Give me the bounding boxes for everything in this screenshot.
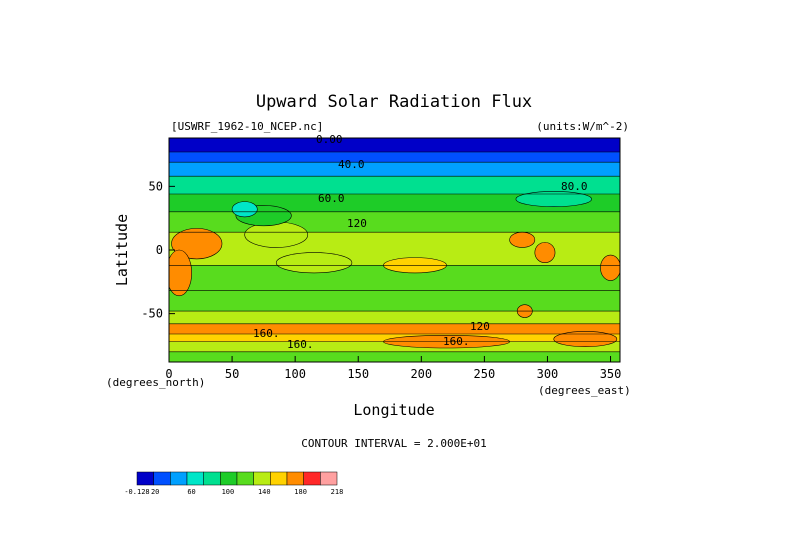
contour-label: 40.0 (338, 158, 365, 171)
x-unit-note: (degrees_east) (538, 384, 631, 397)
contour-band (169, 162, 620, 177)
y-axis-label: Latitude (113, 214, 131, 286)
contour-lines (169, 151, 620, 362)
contour-patch (534, 242, 556, 264)
x-tick-label: 0 (165, 367, 172, 381)
colorbar-swatch (220, 471, 238, 486)
contour-label: 160. (287, 338, 314, 351)
colorbar-swatch (236, 471, 254, 486)
colorbar-tick-label: -0.128 (124, 488, 149, 496)
contour-band (169, 341, 620, 352)
contour-patch (509, 231, 536, 248)
colorbar-swatch (270, 471, 288, 486)
contour-label: 0.00 (316, 133, 343, 146)
colorbar-tick-label: 60 (187, 488, 195, 496)
colorbar-swatch (203, 471, 221, 486)
x-tick-label: 250 (474, 367, 496, 381)
colorbar-tick-label: 100 (222, 488, 235, 496)
colorbar-swatch (153, 471, 171, 486)
y-axis: 50 0 -50 (141, 179, 175, 321)
y-tick-label: 50 (149, 179, 163, 193)
contour-patch (171, 228, 223, 260)
chart-title: Upward Solar Radiation Flux (256, 92, 532, 112)
colorbar-tick-label: 20 (151, 488, 159, 496)
y-tick-label: -50 (141, 307, 163, 321)
colorbar-swatch (320, 471, 338, 486)
colorbar-tick-label: 180 (294, 488, 307, 496)
colorbar-swatch (170, 471, 188, 486)
colorbar-tick-label: 140 (258, 488, 271, 496)
colorbar-tick-label: 218 (331, 488, 344, 496)
colorbar-swatch (253, 471, 271, 486)
colorbar-swatch (286, 471, 304, 486)
x-axis: 0 50 100 150 200 250 300 350 (165, 356, 621, 381)
contour-labels: 0.00 40.0 60.0 120 80.0 160. 160. 160. 1… (253, 133, 588, 351)
contour-interval: CONTOUR INTERVAL = 2.000E+01 (301, 437, 486, 450)
x-tick-label: 300 (537, 367, 559, 381)
contour-patch (244, 221, 309, 248)
contour-patch (275, 252, 353, 274)
contour-band (169, 138, 620, 152)
contour-band (169, 290, 620, 312)
contour-label: 160. (443, 335, 470, 348)
colorbar-swatch (136, 471, 154, 486)
x-tick-label: 350 (600, 367, 622, 381)
contour-label: 160. (253, 327, 280, 340)
y-tick-label: 0 (156, 243, 163, 257)
contour-label: 60.0 (318, 192, 345, 205)
contour-band (169, 323, 620, 334)
contour-patch (231, 201, 258, 218)
y-unit-note: (degrees_north) (106, 376, 205, 389)
file-label: [USWRF_1962-10_NCEP.nc] (171, 120, 323, 133)
contour-band (169, 351, 620, 362)
contour-patch (553, 331, 618, 348)
contour-band (169, 311, 620, 324)
x-tick-label: 50 (225, 367, 239, 381)
x-tick-label: 150 (347, 367, 369, 381)
contour-band (169, 176, 620, 194)
x-tick-label: 200 (410, 367, 432, 381)
colorbar-swatch (303, 471, 321, 486)
units-label: (units:W/m^-2) (536, 120, 629, 133)
contour-band (169, 194, 620, 212)
contour-fill (169, 138, 620, 362)
x-axis-label: Longitude (353, 401, 434, 419)
contour-patch (600, 254, 620, 281)
colorbar-swatch (186, 471, 204, 486)
contour-label: 80.0 (561, 180, 588, 193)
x-tick-label: 100 (284, 367, 306, 381)
contour-patch (169, 249, 193, 297)
contour-band (169, 152, 620, 163)
contour-label: 120 (347, 217, 367, 230)
colorbar: -0.128 20 60 100 140 180 218 (124, 471, 344, 496)
contour-patch (515, 191, 592, 208)
contour-label: 120 (470, 320, 490, 333)
